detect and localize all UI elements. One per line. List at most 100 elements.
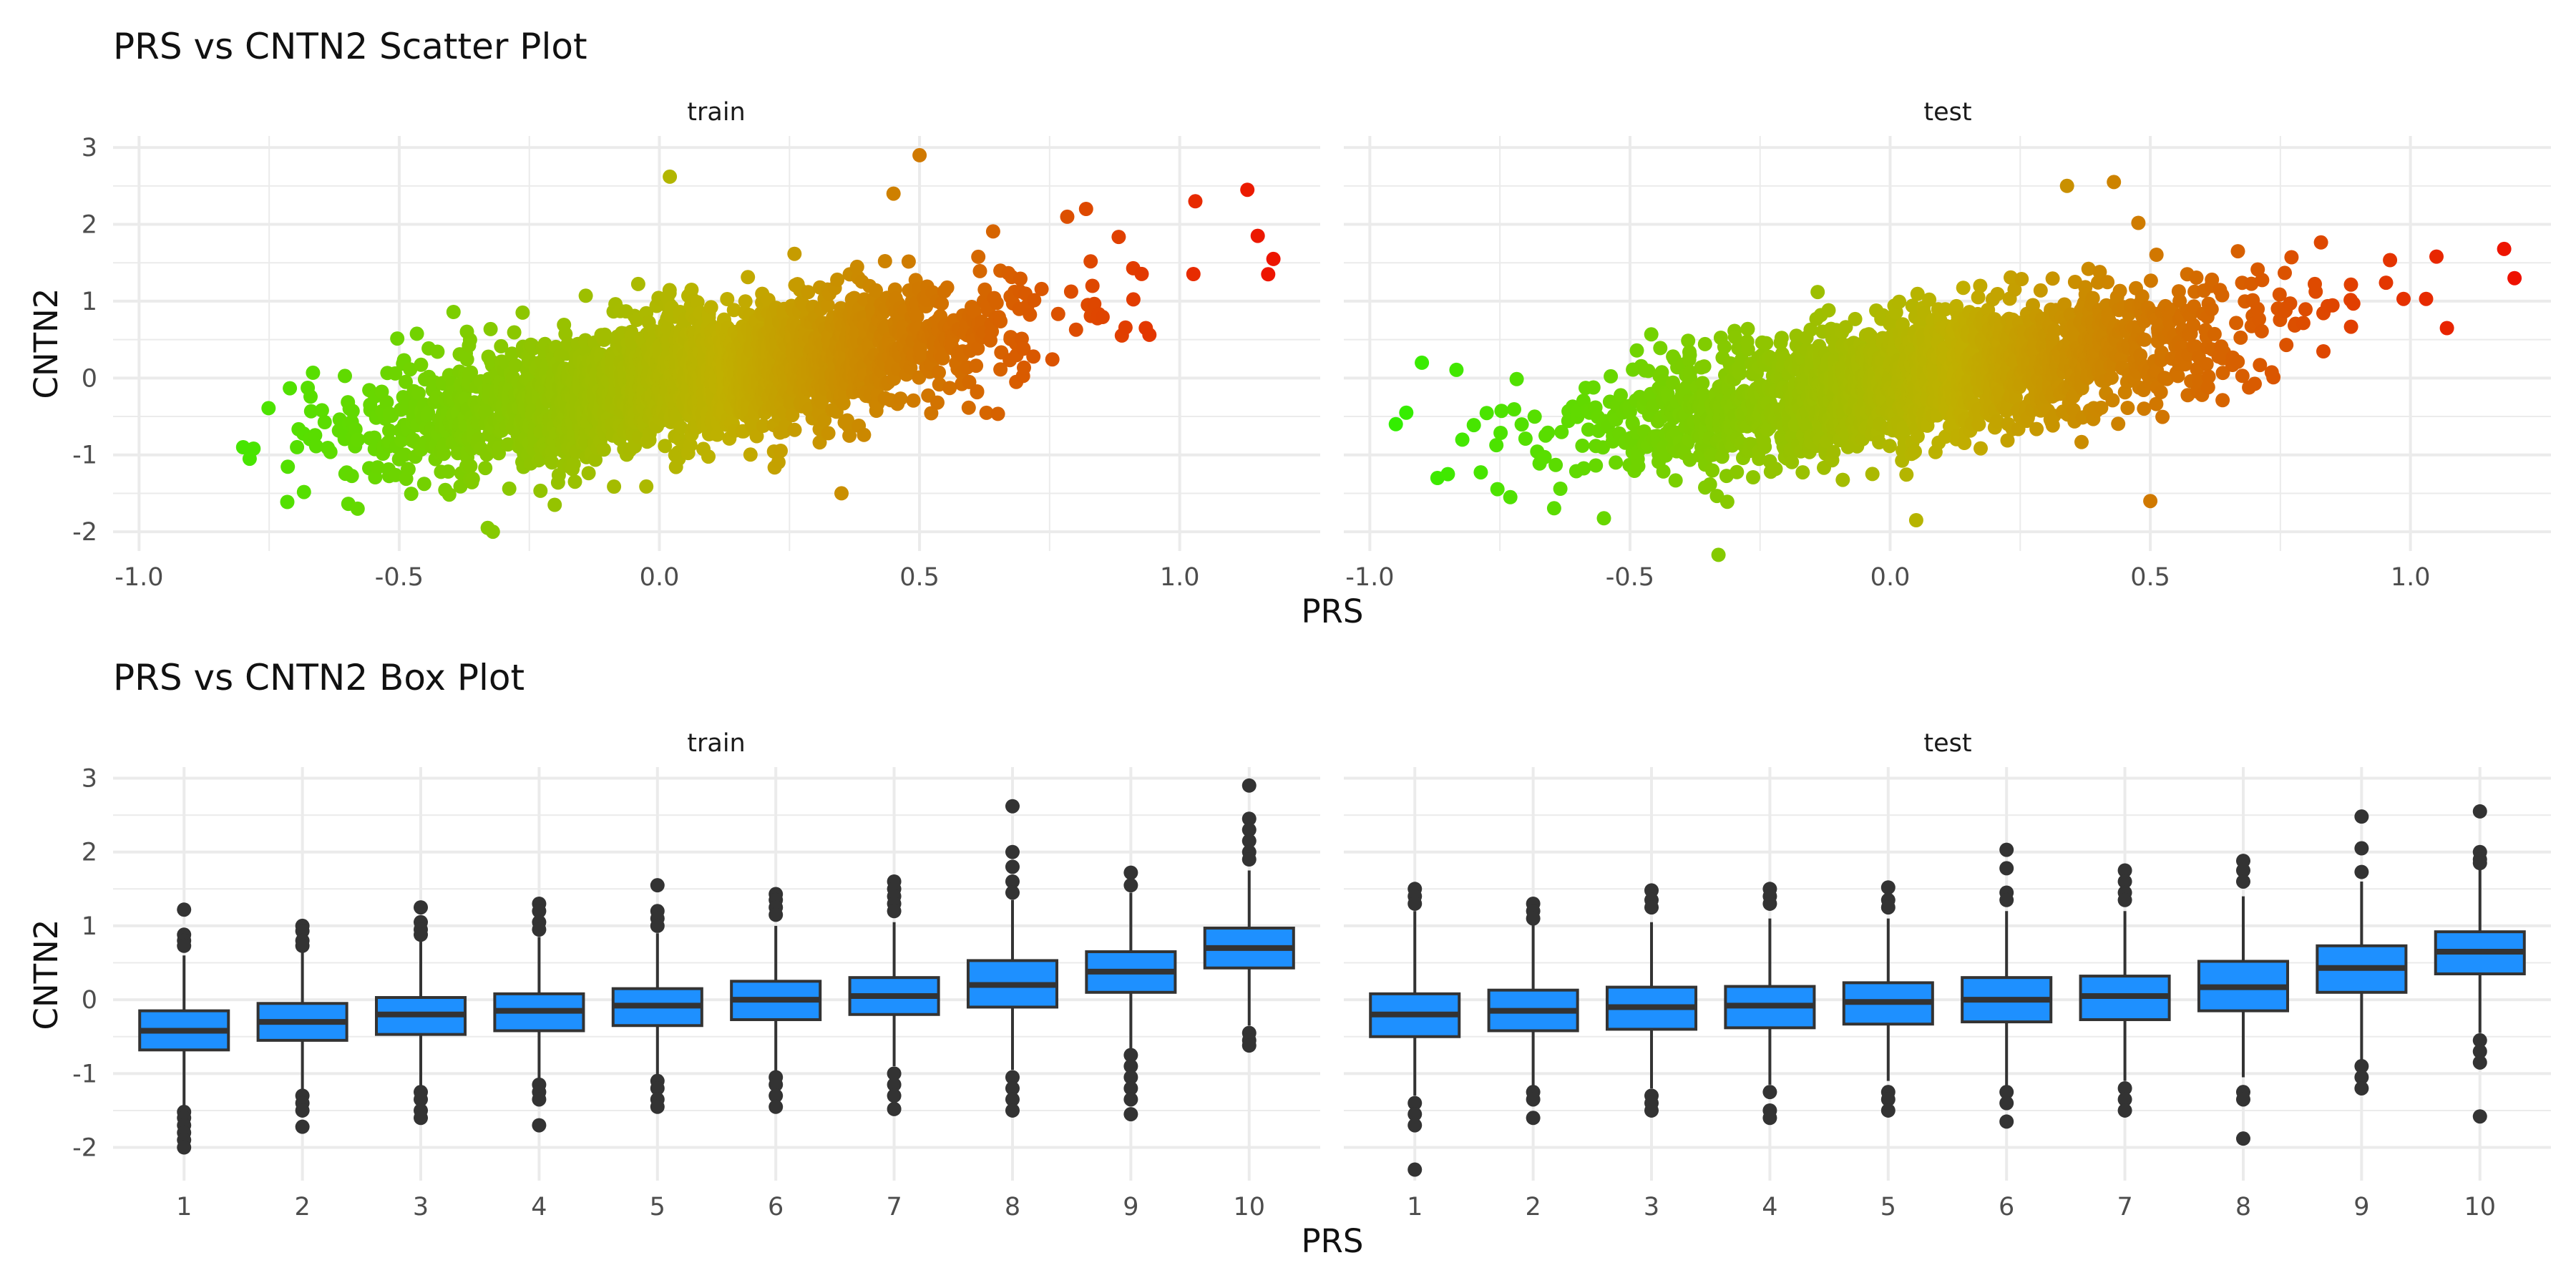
box-outlier-point (1999, 892, 2014, 907)
box-outlier-point (1999, 861, 2014, 876)
y-tick-label: -1 (72, 441, 97, 470)
scatter-point (2045, 271, 2060, 286)
box-outlier-point (2472, 856, 2487, 871)
scatter-point (459, 352, 474, 367)
scatter-point (2230, 244, 2245, 259)
scatter-point (710, 427, 725, 442)
scatter-point (409, 326, 424, 341)
scatter-point (1023, 307, 1038, 322)
scatter-point (2316, 344, 2331, 358)
scatter-point (830, 272, 845, 287)
scatter-point (1631, 459, 1646, 474)
scatter-point (901, 254, 916, 269)
scatter-point (1134, 266, 1149, 281)
scatter-point (787, 422, 802, 437)
scatter-point (283, 381, 298, 396)
scatter-y-axis-title: CNTN2 (27, 288, 65, 399)
scatter-point (990, 406, 1005, 421)
scatter-point (1063, 284, 1078, 299)
scatter-point (630, 276, 645, 291)
box-outlier-point (2354, 809, 2369, 824)
scatter-point (1518, 431, 1533, 446)
x-tick-label: 1 (176, 1193, 192, 1221)
box-outlier-point (295, 1103, 310, 1118)
scatter-point (2074, 434, 2089, 449)
scatter-point (2033, 283, 2048, 298)
box-outlier-point (2235, 874, 2250, 889)
x-tick-label: 3 (1644, 1193, 1659, 1221)
scatter-point (1188, 194, 1203, 209)
box-outlier-point (1005, 799, 1020, 814)
scatter-point (1586, 380, 1601, 395)
scatter-point (639, 479, 654, 494)
box-outlier-point (177, 938, 192, 953)
box-outlier-point (1762, 1111, 1777, 1126)
box-outlier-point (1999, 1114, 2014, 1129)
scatter-point (401, 462, 416, 477)
box-outlier-point (1644, 1103, 1659, 1118)
scatter-point (1509, 371, 1524, 386)
scatter-point (1719, 494, 1735, 509)
scatter-point (441, 487, 457, 502)
scatter-point (2189, 270, 2204, 285)
scatter-point (2207, 326, 2222, 341)
scatter-point (743, 447, 758, 462)
scatter-point (1629, 343, 1644, 358)
box-outlier-point (532, 1118, 547, 1133)
x-tick-label: 0.0 (1870, 563, 1911, 592)
scatter-point (1455, 432, 1470, 447)
scatter-point (1596, 511, 1611, 526)
box-outlier-point (769, 1099, 784, 1114)
x-tick-label: 4 (531, 1193, 547, 1221)
scatter-point (2199, 357, 2214, 371)
scatter-point (502, 481, 517, 496)
scatter-plot-title: PRS vs CNTN2 Scatter Plot (113, 26, 587, 67)
scatter-point (1111, 230, 1126, 245)
scatter-point (303, 404, 318, 419)
scatter-panel-train: -1.0 -0.5 0.0 0.5 1.0 (113, 136, 1320, 592)
scatter-point (2105, 393, 2120, 408)
scatter-point (989, 296, 1004, 311)
scatter-point (1740, 321, 1755, 336)
x-tick-label: 1.0 (1160, 563, 1200, 592)
scatter-point (367, 430, 382, 445)
x-tick-label: 2 (1525, 1193, 1541, 1221)
scatter-point (1729, 464, 1745, 479)
box-facet-label-test: test (1923, 729, 1971, 758)
box-outlier-point (2235, 1131, 2250, 1146)
scatter-point (1083, 254, 1098, 269)
scatter-point (1899, 467, 1914, 482)
scatter-point (463, 459, 478, 474)
scatter-point (1576, 461, 1591, 476)
scatter-point (533, 483, 548, 498)
x-tick-label: 10 (1233, 1193, 1265, 1221)
y-tick-label: 2 (82, 211, 97, 240)
scatter-point (1045, 352, 1060, 367)
scatter-point (596, 442, 611, 457)
scatter-facet-label-train: train (687, 98, 745, 127)
scatter-point (1973, 278, 1988, 293)
scatter-point (2346, 296, 2361, 311)
scatter-point (494, 338, 509, 353)
scatter-point (2137, 401, 2152, 416)
scatter-point (1604, 369, 1619, 384)
scatter-point (379, 395, 394, 410)
box-outlier-point (295, 1119, 310, 1134)
scatter-point (683, 438, 698, 453)
scatter-point (1589, 458, 1604, 473)
box-outlier-point (769, 907, 784, 922)
box-outlier-point (414, 927, 429, 942)
scatter-point (1848, 311, 1863, 326)
scatter-point (2255, 273, 2270, 288)
box-outlier-point (1123, 865, 1138, 880)
scatter-point (658, 439, 673, 454)
scatter-point (1142, 327, 1157, 342)
scatter-point (2266, 370, 2281, 385)
scatter-point (2029, 421, 2044, 436)
scatter-point (578, 288, 593, 303)
scatter-point (906, 393, 921, 408)
x-tick-label: 0.5 (899, 563, 940, 592)
box-outlier-point (1123, 1092, 1138, 1107)
